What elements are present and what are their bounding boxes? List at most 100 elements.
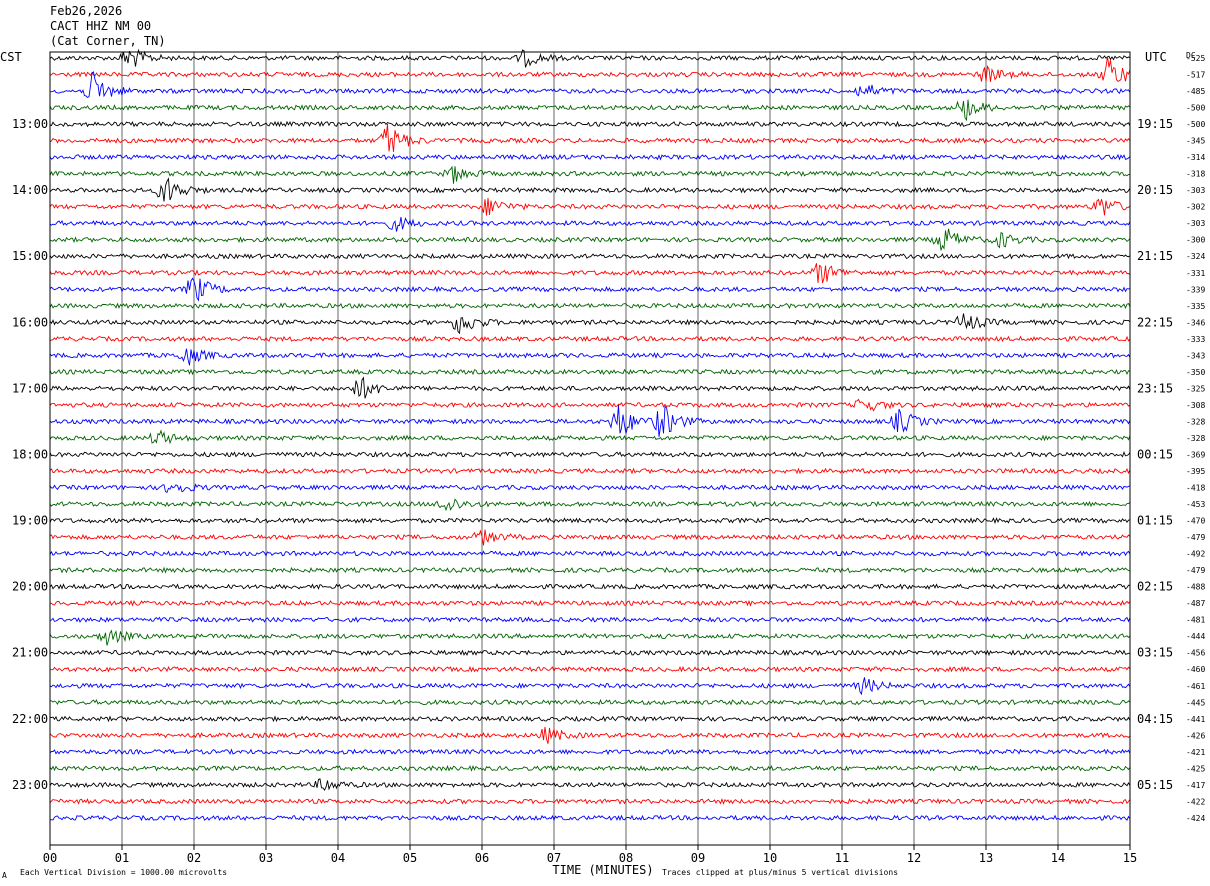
trace-row-38 xyxy=(49,677,1131,696)
trace-row-10 xyxy=(49,216,1131,232)
x-tick-label: 08 xyxy=(619,851,633,865)
dc-offset-label: -470 xyxy=(1186,517,1205,526)
trace-row-46 xyxy=(49,814,1131,822)
trace-row-0 xyxy=(49,48,1131,68)
dc-offset-label: -303 xyxy=(1186,186,1205,195)
dc-offset-label: -481 xyxy=(1186,616,1205,625)
dc-offset-label: -422 xyxy=(1186,797,1205,806)
dc-offset-label: -333 xyxy=(1186,335,1205,344)
dc-offset-label: -308 xyxy=(1186,401,1205,410)
trace-row-6 xyxy=(49,153,1131,161)
dc-offset-label: -500 xyxy=(1186,104,1205,113)
trace-row-5 xyxy=(49,123,1131,152)
dc-offset-label: -453 xyxy=(1186,500,1205,509)
dc-offset-label: -350 xyxy=(1186,368,1205,377)
trace-row-23 xyxy=(49,429,1131,445)
trace-row-35 xyxy=(49,629,1131,646)
trace-row-28 xyxy=(49,517,1131,525)
x-tick-label: 10 xyxy=(763,851,777,865)
dc-offset-label: -479 xyxy=(1186,533,1205,542)
dc-offset-label: -318 xyxy=(1186,170,1205,179)
left-hour-label: 20:00 xyxy=(12,580,48,594)
x-tick-label: 09 xyxy=(691,851,705,865)
dc-offset-label: -487 xyxy=(1186,599,1205,608)
right-hour-label: 03:15 xyxy=(1137,646,1173,660)
trace-row-24 xyxy=(49,451,1131,458)
dc-offset-label: -331 xyxy=(1186,269,1205,278)
trace-row-13 xyxy=(49,263,1131,284)
trace-row-8 xyxy=(49,177,1131,202)
dc-offset-label: -343 xyxy=(1186,351,1205,360)
dc-offset-label: -485 xyxy=(1186,87,1205,96)
trace-row-7 xyxy=(49,165,1131,184)
trace-row-12 xyxy=(49,252,1131,260)
dc-offset-label: -335 xyxy=(1186,302,1205,311)
right-hour-label: 22:15 xyxy=(1137,315,1173,329)
footer-scale-note: Each Vertical Division = 1000.00 microvo… xyxy=(20,868,227,877)
dc-offset-label: -525 xyxy=(1186,54,1205,63)
trace-row-40 xyxy=(49,715,1131,723)
right-timezone-label: UTC xyxy=(1145,50,1167,64)
trace-row-11 xyxy=(49,228,1131,251)
trace-row-37 xyxy=(49,665,1131,673)
x-tick-label: 04 xyxy=(331,851,345,865)
x-tick-label: 15 xyxy=(1123,851,1137,865)
dc-offset-label: -300 xyxy=(1186,236,1205,245)
dc-offset-label: -345 xyxy=(1186,137,1205,146)
dc-offset-label: -517 xyxy=(1186,71,1205,80)
right-hour-label: 20:15 xyxy=(1137,183,1173,197)
dc-offset-label: -328 xyxy=(1186,434,1205,443)
dc-offset-label: -461 xyxy=(1186,682,1205,691)
dc-offset-label: -328 xyxy=(1186,417,1205,426)
left-hour-label: 21:00 xyxy=(12,646,48,660)
right-hour-label: 04:15 xyxy=(1137,712,1173,726)
right-hour-label: 00:15 xyxy=(1137,447,1173,461)
dc-offset-label: -325 xyxy=(1186,384,1205,393)
trace-row-31 xyxy=(49,566,1131,574)
right-hour-label: 19:15 xyxy=(1137,117,1173,131)
trace-row-3 xyxy=(49,99,1131,122)
left-hour-label: 19:00 xyxy=(12,514,48,528)
trace-row-14 xyxy=(49,277,1131,302)
dc-offset-label: -369 xyxy=(1186,450,1205,459)
dc-offset-label: -395 xyxy=(1186,467,1205,476)
dc-offset-label: -339 xyxy=(1186,285,1205,294)
trace-row-36 xyxy=(49,649,1131,657)
left-hour-labels: 13:00 14:00 15:00 16:00 17:00 18:00 19:00 20:00… xyxy=(12,117,48,792)
trace-row-1 xyxy=(49,56,1131,82)
trace-row-25 xyxy=(49,467,1131,475)
dc-offset-label: -488 xyxy=(1186,583,1205,592)
plot-frame xyxy=(49,51,1131,846)
dc-offset-label: -500 xyxy=(1186,120,1205,129)
dc-offset-label: -302 xyxy=(1186,203,1205,212)
trace-row-41 xyxy=(49,726,1131,744)
left-timezone-label: CST xyxy=(0,50,22,64)
left-hour-label: 18:00 xyxy=(12,447,48,461)
trace-row-4 xyxy=(49,120,1131,128)
right-hour-label: 05:15 xyxy=(1137,778,1173,792)
x-tick-labels: 00 01 02 03 04 05 06 07 08 09 10 11 12 13 14 15 xyxy=(43,845,1137,865)
trace-row-18 xyxy=(49,348,1131,366)
left-hour-label: 16:00 xyxy=(12,315,48,329)
right-hour-labels: 19:15 20:15 21:15 22:15 23:15 00:15 01:15 02:15… xyxy=(1137,117,1173,792)
left-hour-label: 17:00 xyxy=(12,381,48,395)
trace-row-29 xyxy=(49,529,1131,546)
trace-row-21 xyxy=(49,398,1131,412)
header-date: Feb26,2026 xyxy=(50,4,122,18)
trace-row-22 xyxy=(49,404,1131,437)
right-hour-label: 01:15 xyxy=(1137,514,1173,528)
trace-row-2 xyxy=(49,71,1131,98)
x-tick-label: 12 xyxy=(907,851,921,865)
x-tick-label: 03 xyxy=(259,851,273,865)
trace-row-43 xyxy=(49,764,1131,772)
trace-row-20 xyxy=(49,376,1131,399)
left-hour-label: 13:00 xyxy=(12,117,48,131)
trace-row-45 xyxy=(49,797,1131,805)
trace-row-30 xyxy=(49,550,1131,557)
x-tick-label: 01 xyxy=(115,851,129,865)
dc-offset-label: -425 xyxy=(1186,764,1205,773)
trace-row-39 xyxy=(50,698,1131,706)
x-tick-label: 07 xyxy=(547,851,561,865)
x-tick-label: 00 xyxy=(43,851,57,865)
right-hour-label: 02:15 xyxy=(1137,580,1173,594)
